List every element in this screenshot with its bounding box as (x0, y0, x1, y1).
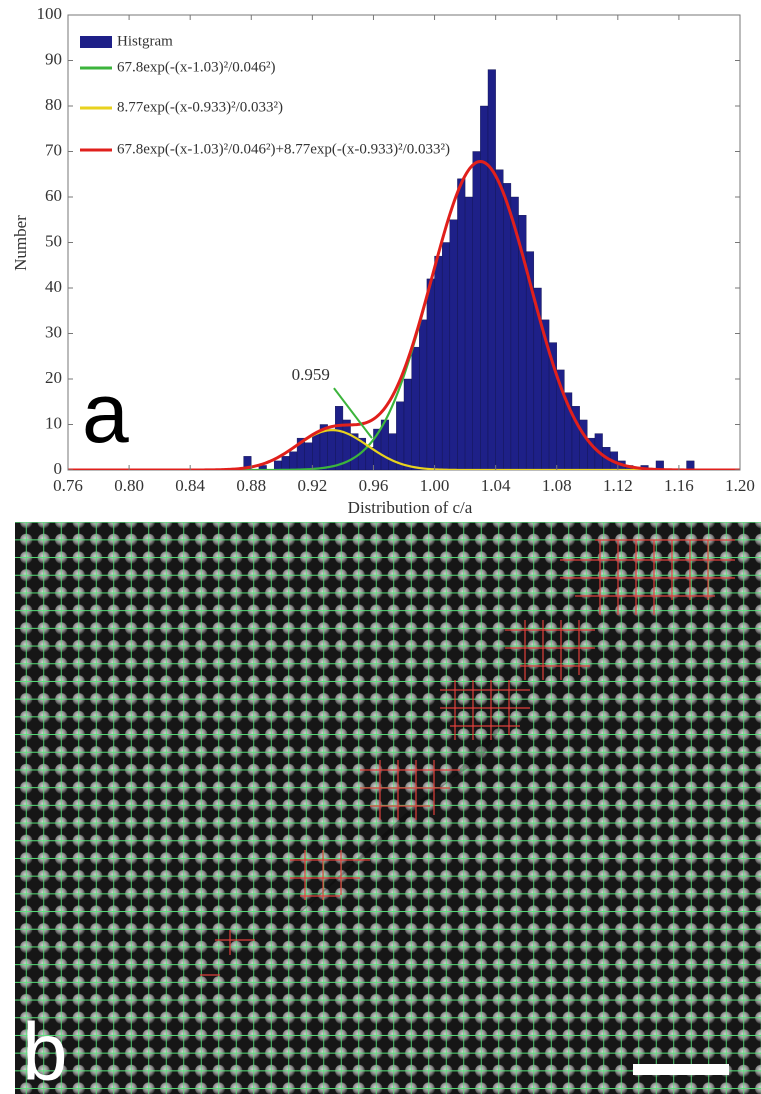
histogram-bar (464, 196, 473, 470)
x-tick-label: 1.20 (725, 476, 755, 495)
scale-bar (633, 1064, 729, 1075)
histogram-bar (327, 428, 336, 470)
x-tick-label: 1.00 (420, 476, 450, 495)
histogram-bar (426, 278, 435, 470)
fit-curve (68, 159, 740, 470)
y-tick-label: 60 (45, 186, 62, 205)
y-tick-label: 70 (45, 140, 62, 159)
y-axis-label: Number (11, 215, 30, 271)
histogram-bar (273, 460, 283, 470)
x-tick-label: 0.96 (359, 476, 389, 495)
legend-label: 8.77exp(-(x-0.933)²/0.033²) (117, 99, 283, 115)
y-tick-label: 20 (45, 368, 62, 387)
y-tick-label: 80 (45, 95, 62, 114)
legend-label: 67.8exp(-(x-1.03)²/0.046²) (117, 59, 276, 75)
histogram-bar (503, 183, 512, 470)
x-tick-label: 0.76 (53, 476, 83, 495)
annotation-arrow (333, 387, 373, 439)
histogram-bar (495, 169, 504, 470)
y-tick-label: 50 (45, 231, 62, 250)
histogram-bar (419, 319, 428, 470)
plot-area (68, 69, 740, 470)
x-tick-label: 1.12 (603, 476, 633, 495)
histogram-bar (365, 447, 374, 470)
histogram-bar (396, 401, 405, 470)
legend-label: Histgram (117, 33, 173, 49)
annotation-text: 0.959 (292, 365, 330, 384)
x-tick-label: 1.08 (542, 476, 572, 495)
legend-swatch (80, 36, 112, 48)
x-tick-label: 0.92 (297, 476, 327, 495)
x-tick-label: 1.04 (481, 476, 511, 495)
x-axis-label: Distribution of c/a (348, 498, 473, 517)
x-tick-label: 1.16 (664, 476, 694, 495)
y-tick-label: 90 (45, 49, 62, 68)
panel-label: a (82, 366, 129, 460)
histogram-bar (441, 242, 451, 470)
fit-curve (68, 428, 740, 470)
panel-label: b (22, 1007, 68, 1094)
histogram-bar (312, 433, 321, 470)
histogram-bar (411, 346, 420, 470)
red-cells (200, 539, 735, 976)
lattice-image (15, 522, 761, 1094)
microscopy-image: b (15, 522, 761, 1094)
x-tick-label: 0.84 (175, 476, 205, 495)
histogram-bar (487, 69, 496, 470)
histogram-bar (388, 433, 397, 470)
y-tick-label: 30 (45, 322, 62, 341)
histogram-bar (304, 442, 313, 470)
y-tick-label: 0 (54, 459, 63, 478)
histogram-bar (434, 255, 443, 470)
histogram-bar (472, 151, 481, 470)
histogram-bar (335, 406, 344, 470)
histogram-bar (457, 178, 466, 470)
histogram-bar (449, 219, 458, 470)
x-tick-label: 0.88 (236, 476, 266, 495)
histogram-bar (289, 451, 298, 470)
y-tick-label: 40 (45, 277, 62, 296)
y-tick-label: 100 (37, 4, 63, 23)
x-tick-label: 0.80 (114, 476, 144, 495)
y-tick-label: 10 (45, 413, 62, 432)
histogram-bar (403, 378, 412, 470)
legend-label: 67.8exp(-(x-1.03)²/0.046²)+8.77exp(-(x-0… (117, 141, 450, 157)
histogram-bar (281, 456, 290, 470)
histogram-bar (243, 456, 252, 470)
